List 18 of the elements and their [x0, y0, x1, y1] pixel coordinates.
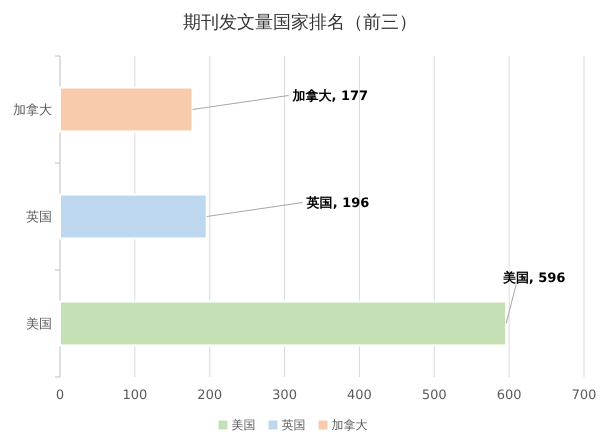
x-tick-label: 100 [122, 388, 148, 403]
x-tick-label: 300 [272, 388, 297, 403]
data-label: 英国, 196 [306, 196, 370, 212]
y-tick-label: 英国 [26, 210, 52, 226]
x-tick-label: 600 [496, 388, 522, 403]
legend-label: 英国 [282, 418, 306, 432]
y-tick-label: 加拿大 [13, 103, 52, 118]
data-label: 美国, 596 [502, 270, 566, 286]
x-tick-label: 700 [572, 388, 596, 403]
x-tick-label: 0 [56, 388, 64, 403]
x-tick-label: 200 [197, 388, 222, 403]
y-tick-label: 美国 [26, 316, 52, 332]
x-tick-label: 400 [347, 388, 372, 403]
legend-label: 加拿大 [332, 418, 368, 432]
chart-title: 期刊发文量国家排名（前三） [183, 12, 417, 33]
x-tick-label: 500 [422, 388, 447, 403]
data-label: 加拿大, 177 [291, 88, 368, 104]
legend-label: 美国 [232, 418, 256, 432]
